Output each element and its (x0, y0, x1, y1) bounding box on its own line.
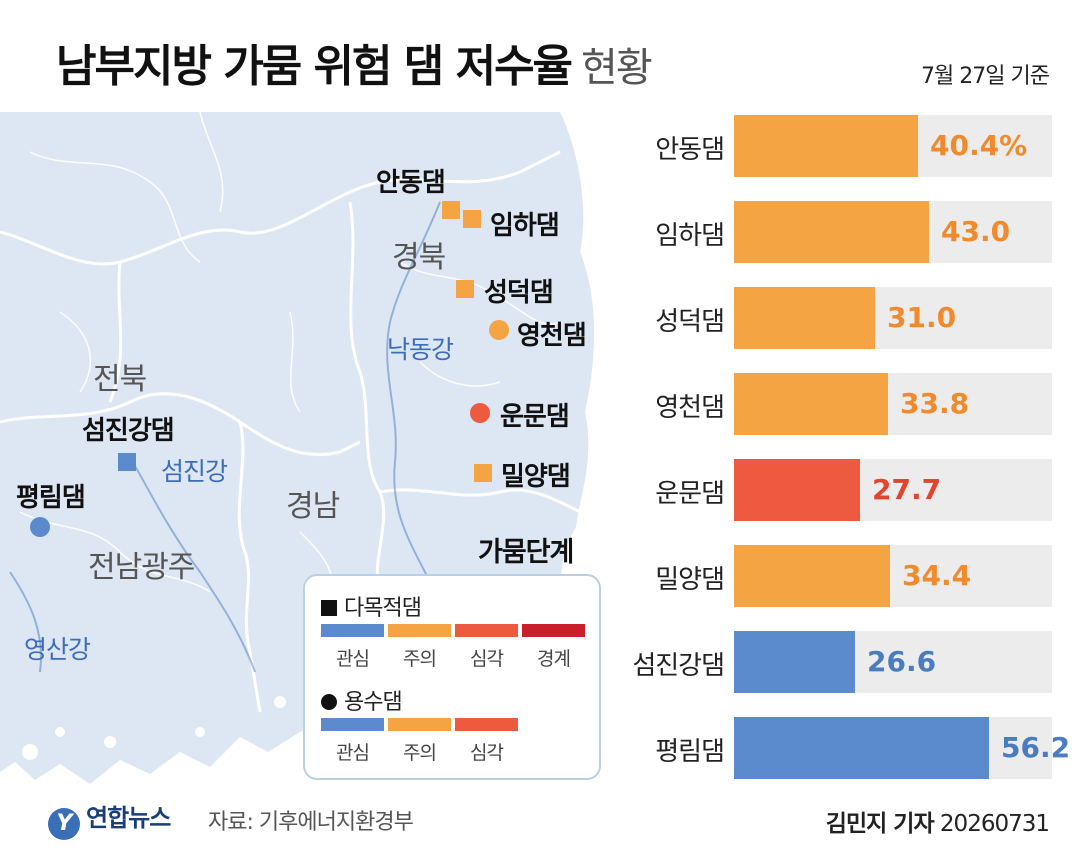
province-borders (0, 150, 581, 713)
legend-title: 가뭄단계 (478, 537, 574, 568)
legend-bar-multipurpose-jueui (388, 624, 451, 637)
circle-symbol-icon (321, 694, 337, 710)
chart-title: 남부지방 가뭄 위험 댐 저수율 현황 (56, 30, 653, 94)
dam-marker-seomjingang (118, 453, 136, 471)
legend-stage-label: 관심 (336, 648, 370, 670)
region-label-jeonnam-gwangju: 전남광주 (88, 550, 195, 585)
bar (734, 545, 890, 607)
legend-bar-water-simgak (455, 718, 518, 731)
legend-bar-multipurpose-gyeonggye (522, 624, 585, 637)
bar-category-label: 섬진강댐 (632, 651, 725, 681)
yonhap-logo-text: 연합뉴스 (86, 804, 171, 832)
legend-stage-label: 주의 (403, 742, 437, 764)
legend-bar-multipurpose-simgak (455, 624, 518, 637)
legend-bar-multipurpose-gwansim (321, 624, 384, 637)
dam-label-unmun: 운문댐 (500, 402, 570, 432)
square-symbol-icon (321, 600, 337, 616)
bar-category-label: 영천댐 (655, 393, 725, 423)
legend-stage-label: 심각 (470, 742, 504, 764)
dam-label-miryang: 밀양댐 (501, 462, 571, 492)
dam-label-imha: 임하댐 (490, 211, 560, 241)
bar-value-label: 31.0 (887, 301, 957, 334)
legend-multipurpose-heading: 다목적댐 (321, 590, 422, 622)
region-label-gyeongbuk: 경북 (392, 240, 446, 275)
bar-category-label: 운문댐 (655, 479, 725, 509)
bar-category-label: 평림댐 (655, 737, 725, 767)
legend-stage-label: 심각 (470, 648, 504, 670)
region-label-jeonbuk: 전북 (93, 362, 147, 397)
bar-value-label: 34.4 (902, 559, 972, 592)
dam-marker-seongdeok (456, 280, 474, 298)
legend-stage-label: 경계 (537, 648, 571, 670)
date-note: 7월 27일 기준 (921, 64, 1050, 89)
source-note: 자료: 기후에너지환경부 (208, 810, 414, 835)
legend-water-supply-heading: 용수댐 (321, 684, 403, 716)
date-code: 20260731 (939, 811, 1050, 837)
bar (734, 201, 929, 263)
reporter-name: 김민지 기자 (825, 811, 935, 837)
dam-marker-andong (442, 201, 460, 219)
bar-category-label: 밀양댐 (655, 565, 725, 595)
rivers-lines (9, 201, 441, 673)
legend-bar-water-gwansim (321, 718, 384, 731)
legend-stage-label: 주의 (403, 648, 437, 670)
dam-marker-imha (463, 210, 481, 228)
bar-category-label: 임하댐 (655, 221, 725, 251)
legend-multipurpose-label: 다목적댐 (344, 596, 422, 621)
bar-value-label: 27.7 (872, 473, 942, 506)
bar (734, 717, 989, 779)
bar (734, 115, 918, 177)
bar-value-label: 40.4% (930, 129, 1028, 162)
yonhap-logo: Y 연합뉴스 (48, 798, 171, 840)
legend-water-supply-label: 용수댐 (344, 690, 403, 715)
dam-label-seongdeok: 성덕댐 (484, 278, 554, 308)
bar-value-label: 26.6 (867, 645, 937, 678)
bar (734, 373, 888, 435)
legend-bar-water-jueui (388, 718, 451, 731)
bar (734, 631, 855, 693)
title-text: 남부지방 가뭄 위험 댐 저수율 (56, 41, 573, 92)
bar-category-label: 성덕댐 (655, 307, 725, 337)
yonhap-logo-icon: Y (48, 808, 80, 840)
bar-category-label: 안동댐 (655, 135, 725, 165)
river-label-nakdong: 낙동강 (387, 335, 454, 364)
river-label-seomjin: 섬진강 (161, 457, 228, 486)
region-label-gyeongnam: 경남 (286, 489, 340, 524)
dam-label-andong: 안동댐 (376, 168, 446, 198)
bar (734, 287, 875, 349)
legend-stage-label: 관심 (336, 742, 370, 764)
bar-value-label: 33.8 (900, 387, 970, 420)
dam-marker-yeongcheon (489, 320, 509, 340)
reporter-credit: 김민지 기자 20260731 (825, 804, 1050, 838)
dam-marker-unmun (470, 403, 490, 423)
bar (734, 459, 860, 521)
dam-marker-miryang (474, 464, 492, 482)
bar-value-label: 56.2 (1001, 731, 1071, 764)
river-label-yeongsan: 영산강 (24, 635, 91, 664)
title-suffix: 현황 (581, 45, 653, 91)
legend-box: 다목적댐 관심 주의 심각 경계 용수댐 관심 주의 심각 (303, 574, 601, 780)
bar-value-label: 43.0 (941, 215, 1011, 248)
dam-marker-pyeongnim (30, 517, 50, 537)
dam-label-pyeongnim: 평림댐 (16, 483, 86, 513)
dam-label-yeongcheon: 영천댐 (517, 321, 587, 351)
dam-label-seomjingang: 섬진강댐 (82, 416, 175, 446)
